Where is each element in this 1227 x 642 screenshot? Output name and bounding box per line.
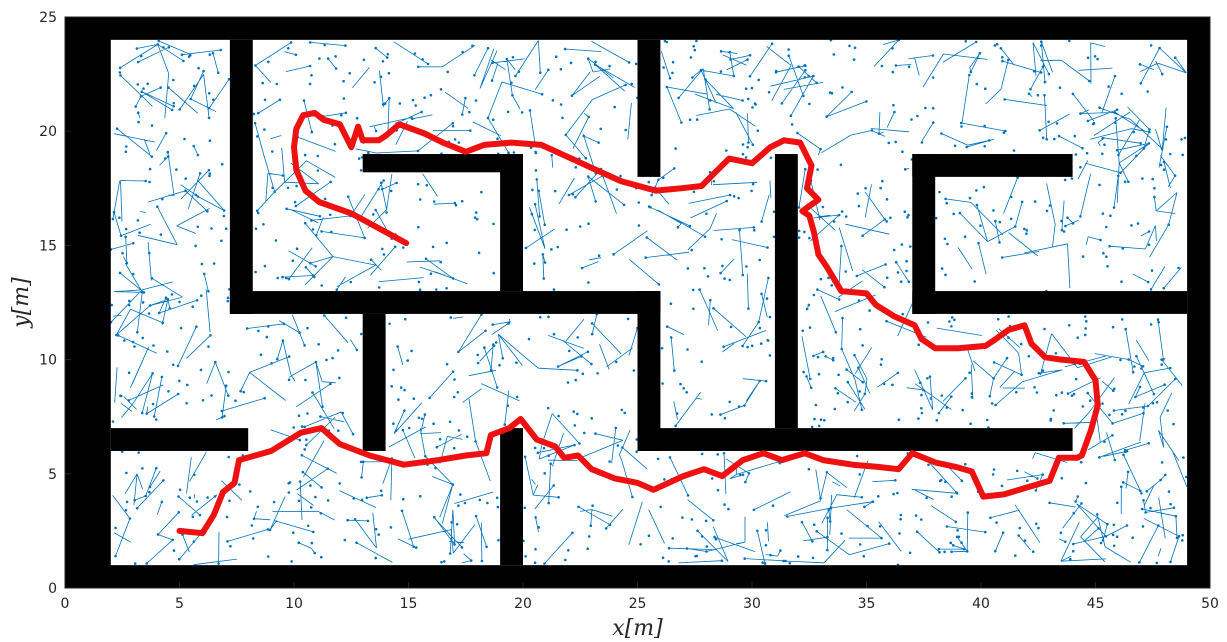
x-tick-label: 30 — [743, 596, 761, 612]
plot-area — [64, 16, 1211, 589]
x-tick-label: 20 — [514, 596, 532, 612]
path-line — [176, 109, 1101, 537]
obstacle-wall — [637, 291, 661, 451]
obstacle-wall — [65, 17, 1210, 40]
obstacle-wall — [912, 154, 1073, 177]
obstacle-wall — [362, 154, 523, 173]
obstacle-wall — [637, 39, 661, 177]
obstacle-wall — [500, 154, 523, 292]
x-axis-ticks: 0 5 10 15 20 25 30 35 40 45 50 — [61, 582, 1219, 612]
planned-path — [176, 109, 1101, 537]
obstacle-wall — [65, 17, 111, 588]
obstacle-wall — [362, 313, 386, 451]
x-tick-label: 45 — [1087, 596, 1105, 612]
x-tick-label: 5 — [175, 596, 184, 612]
obstacle-wall — [1187, 17, 1210, 588]
x-tick-label: 25 — [629, 596, 647, 612]
obstacle-wall — [500, 428, 523, 566]
y-tick-label: 10 — [39, 353, 57, 369]
obstacle-wall — [229, 39, 253, 314]
tree-edges — [110, 39, 1188, 566]
y-tick-label: 15 — [39, 238, 57, 254]
x-tick-label: 40 — [972, 596, 990, 612]
y-tick-label: 0 — [48, 581, 57, 597]
obstacle-wall — [912, 154, 936, 314]
x-tick-label: 10 — [285, 596, 303, 612]
obstacle-wall — [912, 291, 1188, 314]
y-axis-ticks: 0 5 10 15 20 25 — [39, 10, 71, 597]
y-tick-label: 5 — [48, 467, 57, 483]
y-axis-label: y[m] — [9, 277, 34, 329]
obstacle-wall — [65, 565, 1210, 588]
x-axis-label: x[m] — [612, 616, 663, 641]
obstacle-wall — [774, 154, 798, 429]
y-tick-label: 20 — [39, 124, 57, 140]
x-tick-label: 0 — [61, 596, 70, 612]
x-tick-label: 35 — [858, 596, 876, 612]
rrt-tree — [109, 38, 1188, 567]
y-tick-label: 25 — [39, 10, 57, 26]
obstacle-wall — [229, 291, 661, 314]
x-tick-label: 15 — [400, 596, 418, 612]
x-tick-label: 50 — [1201, 596, 1219, 612]
obstacle-wall — [110, 428, 249, 451]
obstacles — [65, 17, 1210, 588]
obstacle-wall — [637, 428, 1073, 451]
